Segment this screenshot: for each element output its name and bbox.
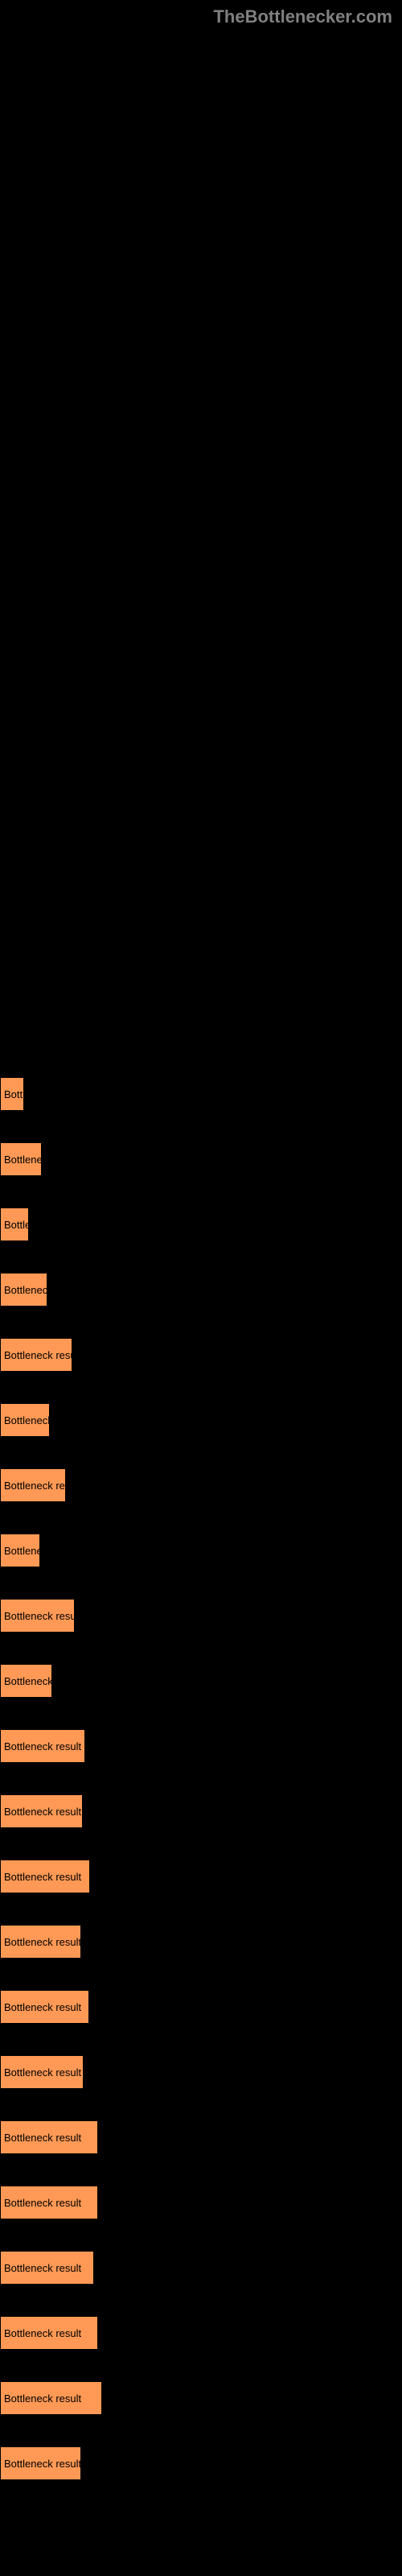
bar-12: Bottleneck result (0, 1860, 90, 1893)
bar-row: Bottleneck result (0, 2171, 402, 2219)
bar-row: Bottleneck result (0, 1258, 402, 1307)
bar-5: Bottleneck result (0, 1403, 50, 1437)
bar-row: Bottleneck result (0, 2432, 402, 2480)
bar-label-space (0, 2432, 402, 2446)
bar-row: Bottleneck result (0, 1845, 402, 1893)
bar-row: Bottleneck result (0, 2041, 402, 2089)
bar-label-space (0, 2236, 402, 2251)
bar-label-space (0, 1258, 402, 1273)
bar-label-space (0, 1519, 402, 1534)
bar-1: Bottleneck result (0, 1142, 42, 1176)
bar-row: Bottleneck result (0, 1649, 402, 1698)
bar-20: Bottleneck result (0, 2381, 102, 2415)
bar-label-space (0, 1780, 402, 1794)
bar-row: Bottleneck result (0, 1454, 402, 1502)
bar-label-space (0, 1389, 402, 1403)
bar-label-space (0, 1128, 402, 1142)
bar-label-space (0, 1323, 402, 1338)
bar-0: Bottleneck result (0, 1077, 24, 1111)
bar-18: Bottleneck result (0, 2251, 94, 2285)
bar-label-space (0, 1454, 402, 1468)
bar-label-space (0, 1649, 402, 1664)
bar-row: Bottleneck result (0, 1063, 402, 1111)
bar-label-space (0, 2171, 402, 2186)
bar-19: Bottleneck result (0, 2316, 98, 2350)
bar-6: Bottleneck result (0, 1468, 66, 1502)
bar-label-space (0, 2106, 402, 2120)
bar-3: Bottleneck result (0, 1273, 47, 1307)
bar-row: Bottleneck result (0, 1128, 402, 1176)
bar-row: Bottleneck result (0, 2106, 402, 2154)
bar-9: Bottleneck result (0, 1664, 52, 1698)
bar-13: Bottleneck result (0, 1925, 81, 1959)
bar-label-space (0, 2301, 402, 2316)
bar-10: Bottleneck result (0, 1729, 85, 1763)
bar-row: Bottleneck result (0, 1715, 402, 1763)
bar-4: Bottleneck result (0, 1338, 72, 1372)
bar-15: Bottleneck result (0, 2055, 84, 2089)
bar-16: Bottleneck result (0, 2120, 98, 2154)
bar-label-space (0, 1193, 402, 1208)
bar-row: Bottleneck result (0, 1780, 402, 1828)
bar-row: Bottleneck result (0, 1975, 402, 2024)
bar-label-space (0, 2041, 402, 2055)
bar-row: Bottleneck result (0, 1323, 402, 1372)
bar-7: Bottleneck result (0, 1534, 40, 1567)
bar-label-space (0, 1910, 402, 1925)
chart-container: Bottleneck result Bottleneck result Bottle… (0, 0, 402, 2529)
bar-21: Bottleneck result (0, 2446, 81, 2480)
bar-label-space (0, 1715, 402, 1729)
bar-row: Bottleneck result (0, 1193, 402, 1241)
bar-row: Bottleneck result (0, 2301, 402, 2350)
bar-11: Bottleneck result (0, 1794, 83, 1828)
bar-2: Bottleneck result (0, 1208, 29, 1241)
bar-label-space (0, 1845, 402, 1860)
bar-label-space (0, 1063, 402, 1077)
bar-17: Bottleneck result (0, 2186, 98, 2219)
watermark-text: TheBottlenecker.com (213, 6, 392, 27)
bar-14: Bottleneck result (0, 1990, 89, 2024)
bar-row: Bottleneck result (0, 2367, 402, 2415)
bar-label-space (0, 1975, 402, 1990)
bar-label-space (0, 2367, 402, 2381)
bar-row: Bottleneck result (0, 1910, 402, 1959)
bar-row: Bottleneck result (0, 1519, 402, 1567)
bar-row: Bottleneck result (0, 1389, 402, 1437)
bar-label-space (0, 1584, 402, 1599)
bar-row: Bottleneck result (0, 2236, 402, 2285)
bar-row: Bottleneck result (0, 1584, 402, 1633)
bar-8: Bottleneck result (0, 1599, 75, 1633)
